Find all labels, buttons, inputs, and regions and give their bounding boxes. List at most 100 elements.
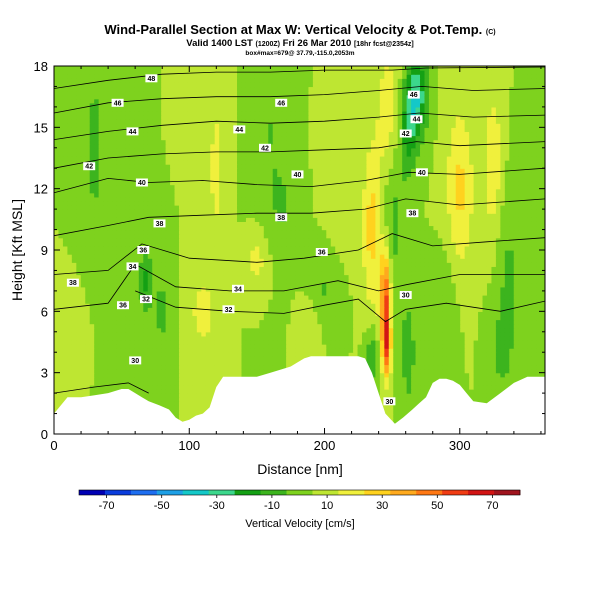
velocity-cell xyxy=(196,274,202,280)
velocity-cell xyxy=(375,262,381,267)
velocity-cell xyxy=(442,278,448,284)
velocity-cell xyxy=(420,331,426,337)
velocity-cell xyxy=(353,348,359,353)
velocity-cell xyxy=(295,331,301,337)
velocity-cell xyxy=(531,372,537,378)
velocity-cell xyxy=(254,286,260,292)
velocity-cell xyxy=(375,384,381,390)
velocity-cell xyxy=(214,274,220,280)
velocity-cell xyxy=(379,372,385,378)
velocity-cell xyxy=(397,282,403,288)
velocity-cell xyxy=(455,303,461,308)
velocity-cell xyxy=(478,327,484,333)
velocity-cell xyxy=(174,290,180,296)
velocity-cell xyxy=(335,299,341,304)
velocity-cell xyxy=(321,266,327,272)
velocity-cell xyxy=(156,352,162,357)
velocity-cell xyxy=(80,290,86,296)
velocity-cell xyxy=(379,380,385,386)
velocity-cell xyxy=(259,352,265,357)
velocity-cell xyxy=(446,364,452,370)
velocity-cell xyxy=(513,323,519,329)
velocity-cell xyxy=(277,344,283,349)
velocity-cell xyxy=(196,364,202,370)
velocity-cell xyxy=(518,274,524,280)
velocity-cell xyxy=(147,245,153,251)
velocity-cell xyxy=(272,335,278,341)
velocity-cell xyxy=(518,307,524,312)
velocity-cell xyxy=(94,315,100,321)
velocity-cell xyxy=(237,331,243,337)
velocity-cell xyxy=(491,352,497,357)
velocity-cell xyxy=(415,311,421,317)
velocity-cell xyxy=(433,254,439,259)
velocity-cell xyxy=(536,262,542,267)
velocity-cell xyxy=(138,376,144,382)
velocity-cell xyxy=(384,315,390,321)
velocity-cell xyxy=(290,327,296,333)
velocity-cell xyxy=(455,339,461,345)
velocity-cell xyxy=(187,282,193,288)
velocity-cell xyxy=(263,327,269,333)
velocity-cell xyxy=(187,254,193,259)
velocity-cell xyxy=(254,352,260,357)
velocity-cell xyxy=(384,262,390,267)
velocity-cell xyxy=(263,282,269,288)
velocity-cell xyxy=(178,303,185,308)
velocity-cell xyxy=(455,335,461,341)
velocity-cell xyxy=(143,274,149,280)
velocity-cell xyxy=(464,352,470,357)
velocity-cell xyxy=(134,311,140,317)
velocity-cell xyxy=(384,254,390,259)
velocity-cell xyxy=(245,339,251,345)
velocity-cell xyxy=(85,266,91,272)
velocity-cell xyxy=(228,352,234,357)
velocity-cell xyxy=(112,274,118,280)
velocity-cell xyxy=(509,262,515,267)
velocity-cell xyxy=(58,299,64,304)
velocity-cell xyxy=(161,323,167,329)
velocity-cell xyxy=(486,319,493,325)
velocity-cell xyxy=(491,307,497,312)
velocity-cell xyxy=(112,245,118,251)
velocity-cell xyxy=(504,384,510,390)
velocity-cell xyxy=(254,344,260,349)
velocity-cell xyxy=(478,262,484,267)
velocity-cell xyxy=(98,274,104,280)
velocity-cell xyxy=(335,254,341,259)
velocity-cell xyxy=(299,331,305,337)
velocity-cell xyxy=(513,360,519,366)
velocity-cell xyxy=(411,262,417,267)
velocity-cell xyxy=(272,250,278,255)
velocity-cell xyxy=(375,315,381,321)
velocity-cell xyxy=(308,307,314,312)
velocity-cell xyxy=(281,360,287,366)
velocity-cell xyxy=(330,286,336,292)
velocity-cell xyxy=(183,360,189,366)
velocity-cell xyxy=(335,327,341,333)
velocity-cell xyxy=(321,274,327,280)
velocity-cell xyxy=(344,315,350,321)
velocity-cell xyxy=(518,335,524,341)
velocity-cell xyxy=(205,344,211,349)
velocity-cell xyxy=(357,319,363,325)
velocity-cell xyxy=(161,290,167,296)
velocity-cell xyxy=(281,364,287,370)
velocity-cell xyxy=(540,344,545,349)
velocity-cell xyxy=(107,299,113,304)
velocity-cell xyxy=(379,299,385,304)
velocity-cell xyxy=(469,294,475,300)
velocity-cell xyxy=(522,372,528,378)
velocity-cell xyxy=(250,307,256,312)
velocity-cell xyxy=(473,254,479,259)
velocity-cell xyxy=(107,327,113,333)
velocity-cell xyxy=(455,331,461,337)
velocity-cell xyxy=(495,290,501,296)
velocity-cell xyxy=(303,339,310,345)
velocity-cell xyxy=(161,348,167,353)
velocity-cell xyxy=(473,356,479,361)
velocity-cell xyxy=(129,307,135,312)
velocity-cell xyxy=(205,270,211,276)
velocity-cell xyxy=(437,315,443,321)
velocity-cell xyxy=(420,311,426,317)
